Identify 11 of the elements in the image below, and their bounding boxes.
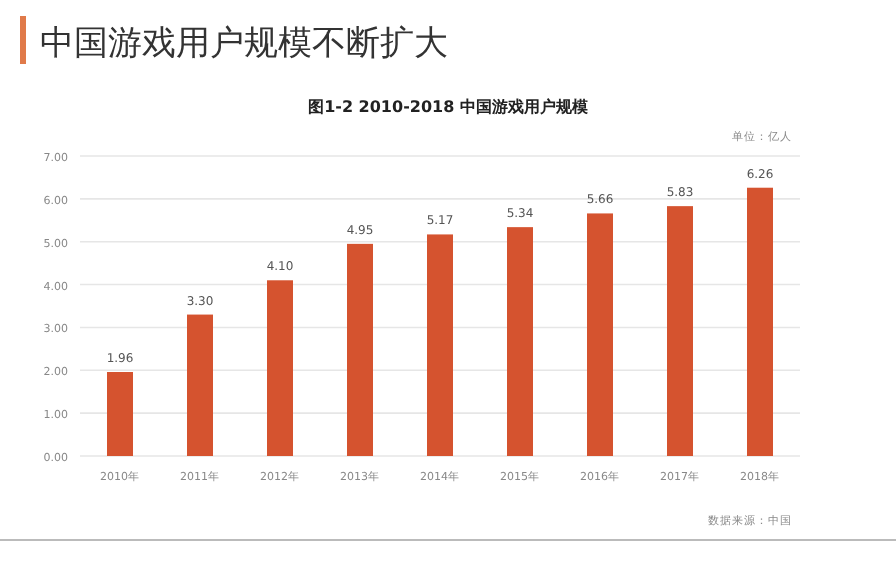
bar [587, 213, 613, 456]
bar [187, 314, 213, 456]
bar [427, 234, 453, 456]
bar [747, 187, 773, 456]
chart-subtitle: 图1-2 2010-2018 中国游戏用户规模 [308, 98, 590, 116]
bar [107, 372, 133, 456]
bar [507, 227, 533, 456]
bar [347, 243, 373, 456]
bar [267, 280, 293, 456]
bar [667, 206, 693, 456]
chart-title: 中国游戏用户规模不断扩大 [40, 24, 448, 64]
